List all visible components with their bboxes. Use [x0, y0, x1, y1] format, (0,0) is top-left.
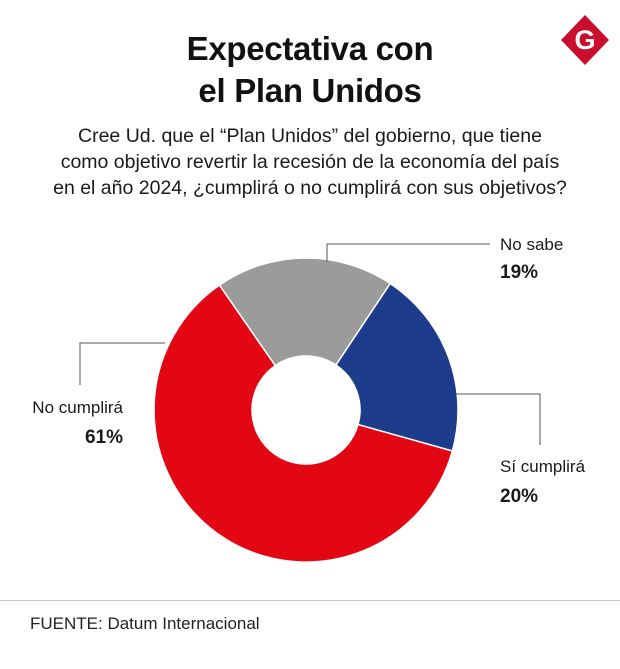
slice-value-no-cumplira: 61% [85, 427, 123, 448]
logo-letter: G [574, 25, 595, 55]
source-note: FUENTE: Datum Internacional [30, 614, 260, 633]
slice-value-si-cumplira: 20% [500, 486, 538, 507]
question-line-3: en el año 2024, ¿cumplirá o no cumplirá … [53, 177, 567, 199]
title-line-2: el Plan Unidos [198, 72, 422, 109]
slice-no-sabe [218, 257, 392, 367]
slice-label-no-sabe: No sabe [500, 235, 563, 254]
question-line-2: como objetivo revertir la recesión de la… [60, 151, 560, 173]
logo-diamond [561, 15, 609, 65]
question-line-1: Cree Ud. que el “Plan Unidos” del gobier… [78, 125, 542, 147]
slice-value-no-sabe: 19% [500, 262, 538, 283]
brand-logo: G [561, 15, 609, 65]
leader-line-no-cumplira [79, 342, 165, 385]
slice-label-si-cumplira: Sí cumplirá [500, 457, 586, 476]
leader-line-si-cumplira [456, 393, 541, 445]
slice-no-cumplira [153, 284, 454, 563]
slice-si-cumplira [334, 282, 459, 452]
survey-question: Cree Ud. que el “Plan Unidos” del gobier… [0, 123, 620, 201]
slice-label-no-cumplira: No cumplirá [32, 398, 123, 417]
leader-line-no-sabe [326, 243, 490, 262]
title-line-1: Expectativa con [186, 30, 434, 67]
footer-divider [0, 600, 620, 601]
chart-title: Expectativa con el Plan Unidos [0, 28, 620, 112]
donut-slices [153, 257, 459, 563]
